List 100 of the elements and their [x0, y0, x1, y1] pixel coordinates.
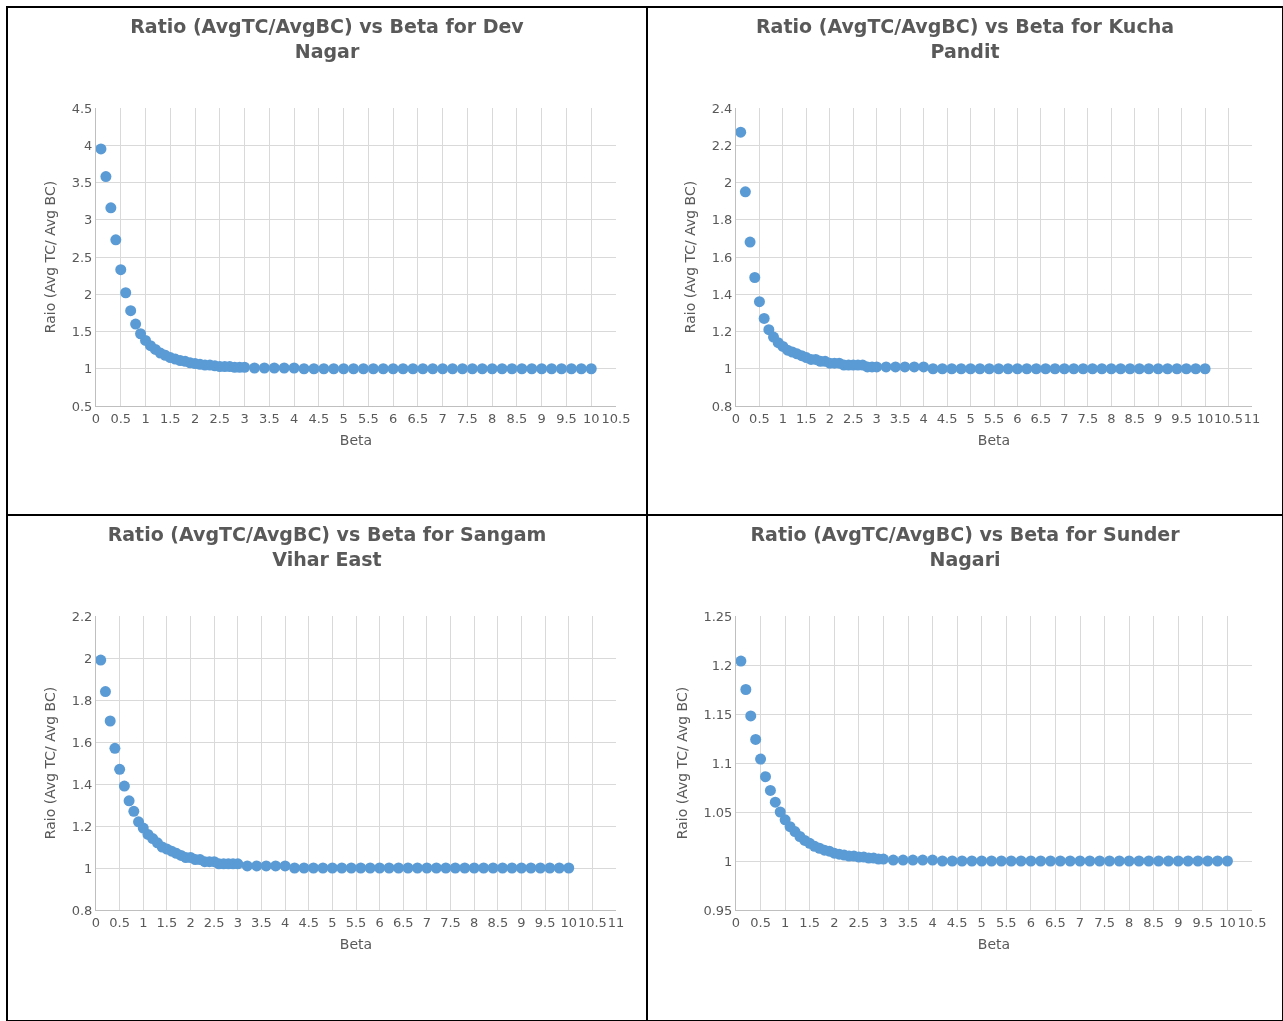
y-tick-label: 3 [84, 212, 93, 228]
y-tick-label: 2.4 [711, 100, 733, 116]
x-tick-label: 8.5 [1143, 914, 1165, 930]
x-tick-label: 2 [186, 914, 195, 930]
x-tick-label: 10.5 [1237, 914, 1267, 930]
x-tick-label: 8.5 [1124, 410, 1146, 426]
x-tick-label: 6 [1026, 914, 1035, 930]
y-tick-label: 0.8 [71, 902, 93, 918]
y-tick-label: 1.6 [71, 734, 93, 750]
x-tick-label: 0 [731, 410, 741, 426]
y-tick-label: 1 [724, 853, 733, 869]
x-tick-label: 8.5 [506, 410, 528, 426]
x-tick-label: 6 [1013, 410, 1022, 426]
x-tick-label: 3.5 [251, 914, 272, 930]
y-tick-label: 4 [84, 137, 93, 153]
x-axis-title: Beta [977, 935, 1011, 952]
x-tick-label: 3.5 [258, 410, 280, 426]
x-tick-label: 2 [190, 410, 200, 426]
x-tick-label: 1 [781, 914, 790, 930]
x-tick-label: 6 [375, 914, 384, 930]
x-tick-label: 2 [825, 410, 834, 426]
x-tick-label: 6.5 [392, 914, 414, 930]
x-tick-label: 6.5 [1030, 410, 1052, 426]
x-tick-label: 9.5 [534, 914, 556, 930]
y-tick-label: 0.8 [711, 398, 733, 414]
x-tick-label: 4 [928, 914, 937, 930]
x-tick-label: 5 [966, 410, 975, 426]
y-tick-label: 1.8 [711, 212, 733, 228]
x-tick-label: 3 [233, 914, 242, 930]
x-tick-label: 3 [879, 914, 888, 930]
x-tick-label: 0.5 [750, 914, 771, 930]
x-tick-label: 1.5 [159, 410, 181, 426]
x-tick-label: 7 [1075, 914, 1085, 930]
y-tick-label: 3.5 [71, 175, 93, 191]
y-tick-label: 1.2 [711, 324, 733, 340]
x-tick-label: 7 [438, 410, 447, 426]
y-tick-label: 1.4 [711, 286, 733, 302]
x-axis-title: Beta [339, 431, 373, 448]
x-tick-label: 5.5 [995, 914, 1017, 930]
x-tick-label: 3 [240, 410, 249, 426]
x-tick-label: 7.5 [1094, 914, 1115, 930]
x-tick-label: 4.5 [946, 914, 968, 930]
y-tick-label: 2 [84, 650, 93, 666]
chart-title: Ratio (AvgTC/AvgBC) vs Beta for Sunder Nagari [750, 523, 1181, 570]
y-tick-label: 2.5 [71, 249, 93, 265]
x-tick-label: 8.5 [487, 914, 509, 930]
y-axis-title: Raio (Avg TC/ Avg BC) [682, 180, 699, 334]
x-tick-label: 8 [488, 410, 497, 426]
x-axis-title: Beta [339, 935, 373, 952]
x-tick-label: 0.5 [109, 914, 130, 930]
x-tick-label: 0.5 [749, 410, 770, 426]
y-tick-label: 1 [84, 860, 93, 876]
y-tick-label: 2.2 [711, 137, 733, 153]
x-tick-label: 6 [389, 410, 398, 426]
x-tick-label: 5.5 [345, 914, 367, 930]
x-tick-label: 1.5 [796, 410, 817, 426]
x-tick-label: 10 [560, 914, 577, 930]
x-tick-label: 4.5 [298, 914, 320, 930]
y-tick-label: 1.1 [711, 755, 733, 771]
chart-title: Ratio (AvgTC/AvgBC) vs Beta for Dev Nagar [130, 15, 525, 63]
x-tick-label: 10 [1219, 914, 1236, 930]
x-tick-label: 5.5 [358, 410, 379, 426]
x-tick-label: 4 [289, 410, 299, 426]
x-tick-label: 9 [517, 914, 526, 930]
x-tick-label: 7 [1060, 410, 1069, 426]
x-tick-label: 3.5 [889, 410, 911, 426]
y-axis-title: Raio (Avg TC/ Avg BC) [674, 686, 691, 840]
x-tick-label: 0 [91, 410, 101, 426]
x-tick-label: 9 [1174, 914, 1183, 930]
y-tick-label: 1.5 [71, 324, 93, 340]
x-tick-label: 6.5 [407, 410, 429, 426]
chart-title: Ratio (AvgTC/AvgBC) vs Beta for Sangam Vihar East [107, 523, 547, 570]
y-tick-label: 2 [84, 286, 93, 302]
y-tick-label: 1 [724, 361, 733, 377]
y-tick-label: 2 [724, 175, 733, 191]
x-tick-label: 9.5 [556, 410, 577, 426]
x-tick-label: 5 [328, 914, 337, 930]
x-tick-label: 9.5 [1192, 914, 1214, 930]
y-tick-label: 1.6 [711, 249, 733, 265]
x-tick-label: 7.5 [1077, 410, 1099, 426]
x-tick-label: 10.5 [1214, 410, 1244, 426]
y-tick-label: 4.5 [71, 100, 93, 116]
x-axis-title: Beta [977, 431, 1011, 448]
y-tick-label: 0.5 [71, 398, 93, 414]
x-tick-label: 5.5 [983, 410, 1005, 426]
x-tick-label: 7 [422, 914, 432, 930]
y-tick-label: 2.2 [71, 608, 93, 624]
x-tick-label: 0 [91, 914, 101, 930]
y-tick-label: 1.8 [71, 692, 93, 708]
x-tick-label: 2.5 [209, 410, 231, 426]
x-tick-label: 3.5 [897, 914, 919, 930]
x-tick-label: 9 [537, 410, 546, 426]
x-tick-label: 1.5 [156, 914, 178, 930]
x-tick-label: 0 [731, 914, 741, 930]
x-tick-label: 5 [977, 914, 986, 930]
x-tick-label: 11 [1243, 410, 1261, 426]
x-tick-label: 5 [339, 410, 348, 426]
x-tick-label: 2.5 [203, 914, 225, 930]
x-tick-label: 10.5 [601, 410, 631, 426]
x-tick-label: 3 [872, 410, 881, 426]
